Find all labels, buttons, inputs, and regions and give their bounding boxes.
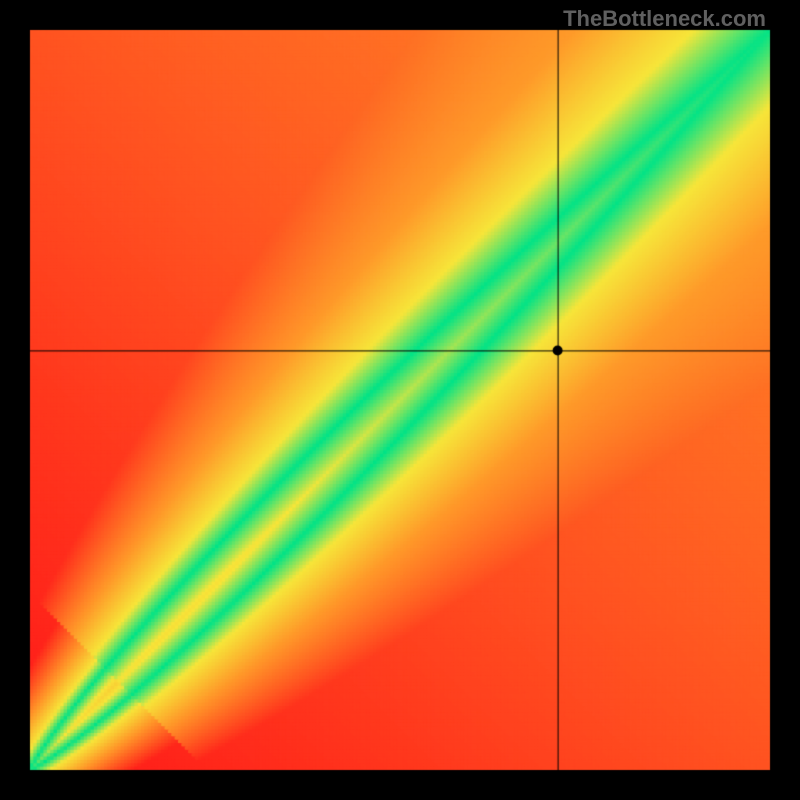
watermark-text: TheBottleneck.com xyxy=(563,6,766,32)
chart-container: TheBottleneck.com xyxy=(0,0,800,800)
bottleneck-heatmap xyxy=(0,0,800,800)
